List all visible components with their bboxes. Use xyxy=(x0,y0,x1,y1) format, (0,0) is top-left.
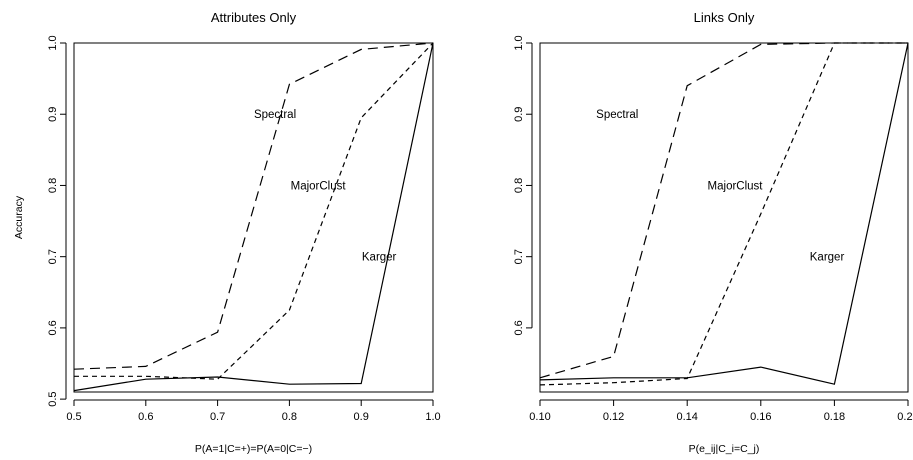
y-tick-label: 0.7 xyxy=(513,249,525,264)
chart-panel-2: Links Only 0.10 0.12 0.14 0.16 0.18 0.20 P(e_ij… xyxy=(513,10,913,455)
y-tick-label: 0.7 xyxy=(47,249,59,264)
x-tick-label: 0.8 xyxy=(282,411,297,423)
y-tick-label: 0.6 xyxy=(47,320,59,335)
x-axis-label: P(A=1|C=+)=P(A=0|C=−) xyxy=(195,443,312,455)
series-line-majorclust xyxy=(74,42,434,380)
y-tick-label: 0.9 xyxy=(47,107,59,122)
series-line-spectral xyxy=(539,42,908,379)
x-tick-label: 0.5 xyxy=(66,411,81,423)
series-line-karger xyxy=(539,42,909,385)
x-tick-label: 0.20 xyxy=(897,411,913,423)
y-tick-label: 0.9 xyxy=(513,107,525,122)
y-tick-label: 0.6 xyxy=(513,320,525,335)
series-label-majorclust: MajorClust xyxy=(708,180,764,192)
x-tick-label: 0.18 xyxy=(824,411,845,423)
x-tick-label: 0.9 xyxy=(354,411,369,423)
x-tick-label: 1.0 xyxy=(425,411,440,423)
y-tick-label: 0.8 xyxy=(47,178,59,193)
chart-title: Links Only xyxy=(694,10,755,25)
series-label-spectral: Spectral xyxy=(596,109,638,121)
series-label-karger: Karger xyxy=(810,252,845,264)
y-tick-label: 1.0 xyxy=(513,35,525,50)
series-line-karger xyxy=(73,42,434,392)
plot-frame xyxy=(539,42,909,393)
plot-frame xyxy=(73,42,434,393)
x-axis-label: P(e_ij|C_i=C_j) xyxy=(689,443,760,455)
series-line-spectral xyxy=(73,42,434,370)
series-label-karger: Karger xyxy=(362,252,397,264)
x-tick-label: 0.16 xyxy=(750,411,771,423)
x-tick-label: 0.14 xyxy=(676,411,697,423)
y-axis-label: Accuracy xyxy=(13,195,25,239)
y-tick-label: 0.5 xyxy=(47,391,59,406)
chart-title: Attributes Only xyxy=(211,10,297,25)
x-tick-label: 0.12 xyxy=(603,411,624,423)
series-line-majorclust xyxy=(539,42,908,386)
chart-panel-1: Attributes Only 0.5 0.6 0.7 0.8 0.9 1.0 P(A=1|C… xyxy=(13,10,441,455)
x-tick-label: 0.7 xyxy=(210,411,225,423)
y-tick-label: 1.0 xyxy=(47,35,59,50)
x-tick-label: 0.10 xyxy=(529,411,550,423)
x-tick-label: 0.6 xyxy=(138,411,153,423)
series-label-majorclust: MajorClust xyxy=(291,180,347,192)
y-tick-label: 0.8 xyxy=(513,178,525,193)
series-label-spectral: Spectral xyxy=(254,109,296,121)
